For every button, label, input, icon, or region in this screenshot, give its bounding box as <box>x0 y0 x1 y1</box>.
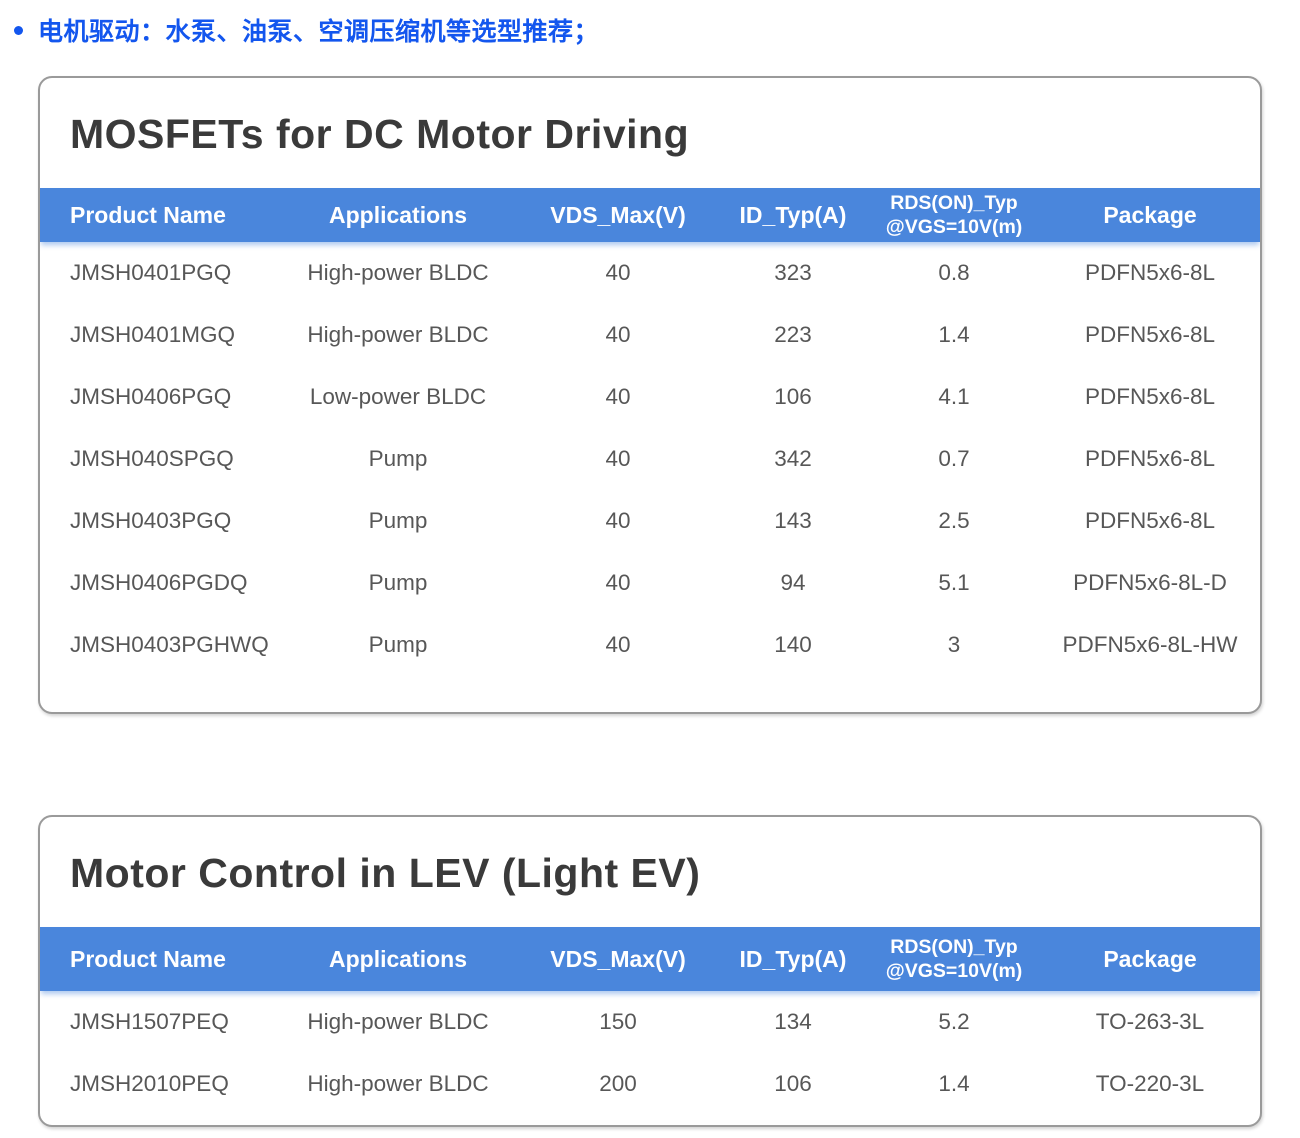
cell-rds-on-typ: 1.4 <box>938 1071 970 1096</box>
cell-product-name: JMSH0401MGQ <box>70 322 236 347</box>
cell-rds-on-typ: 5.1 <box>938 570 970 595</box>
column-header-rds-on-typ: RDS(ON)_Typ @VGS=10V(m) <box>868 935 1040 983</box>
cell-id-typ: 323 <box>774 260 812 285</box>
mosfet-dc-motor-card: MOSFETs for DC Motor Driving Product Nam… <box>38 76 1262 714</box>
table-row: JMSH040SPGQ Pump 40 342 0.7 PDFN5x6-8L <box>40 428 1260 490</box>
cell-id-typ: 106 <box>774 384 812 409</box>
table-row: JMSH0403PGHWQ Pump 40 140 3 PDFN5x6-8L-HW <box>40 614 1260 676</box>
cell-product-name: JMSH0401PGQ <box>70 260 232 285</box>
cell-package: TO-263-3L <box>1095 1009 1205 1034</box>
rds-header-line1: RDS(ON)_Typ <box>890 192 1018 214</box>
cell-package: PDFN5x6-8L-D <box>1073 570 1227 595</box>
rds-header-line2: @VGS=10V(m) <box>885 960 1023 982</box>
column-header-package: Package <box>1103 945 1197 972</box>
cell-product-name: JMSH0406PGDQ <box>70 570 248 595</box>
column-header-product-name: Product Name <box>70 945 226 972</box>
cell-application: High-power BLDC <box>307 1009 489 1034</box>
cell-rds-on-typ: 1.4 <box>938 322 970 347</box>
cell-id-typ: 143 <box>774 508 812 533</box>
cell-vds-max: 40 <box>605 384 631 409</box>
cell-application: High-power BLDC <box>307 260 489 285</box>
cell-rds-on-typ: 5.2 <box>938 1009 970 1034</box>
cell-vds-max: 40 <box>605 632 631 657</box>
cell-application: Low-power BLDC <box>309 384 487 409</box>
table-row: JMSH0401PGQ High-power BLDC 40 323 0.8 PDFN5x… <box>40 242 1260 304</box>
cell-product-name: JMSH040SPGQ <box>70 446 234 471</box>
cell-product-name: JMSH2010PEQ <box>70 1071 229 1096</box>
cell-vds-max: 40 <box>605 570 631 595</box>
cell-vds-max: 150 <box>599 1009 637 1034</box>
bullet-icon <box>14 25 23 35</box>
bullet-heading: 电机驱动：水泵、油泵、空调压缩机等选型推荐； <box>14 12 1300 48</box>
rds-header-line1: RDS(ON)_Typ <box>890 936 1018 958</box>
cell-package: PDFN5x6-8L-HW <box>1062 632 1238 657</box>
table-header-row: Product Name Applications VDS_Max(V) ID_… <box>40 188 1260 242</box>
cell-application: Pump <box>368 570 428 595</box>
column-header-product-name: Product Name <box>70 201 226 228</box>
cell-package: PDFN5x6-8L <box>1084 322 1216 347</box>
table-body: JMSH1507PEQ High-power BLDC 150 134 5.2 TO-26… <box>40 991 1260 1125</box>
cell-rds-on-typ: 0.7 <box>938 446 970 471</box>
cell-vds-max: 40 <box>605 446 631 471</box>
cell-application: High-power BLDC <box>307 322 489 347</box>
table-title: MOSFETs for DC Motor Driving <box>70 111 690 157</box>
cell-application: Pump <box>368 632 428 657</box>
cell-package: PDFN5x6-8L <box>1084 446 1216 471</box>
cell-vds-max: 40 <box>605 260 631 285</box>
cell-package: PDFN5x6-8L <box>1084 384 1216 409</box>
cell-id-typ: 140 <box>774 632 812 657</box>
cell-application: Pump <box>368 446 428 471</box>
cell-id-typ: 342 <box>774 446 812 471</box>
cell-product-name: JMSH0406PGQ <box>70 384 232 409</box>
table-row: JMSH0401MGQ High-power BLDC 40 223 1.4 PDFN5x… <box>40 304 1260 366</box>
table-header-row: Product Name Applications VDS_Max(V) ID_… <box>40 927 1260 991</box>
motor-control-lev-card: Motor Control in LEV (Light EV) Product … <box>38 815 1262 1127</box>
cell-package: PDFN5x6-8L <box>1084 260 1216 285</box>
cell-product-name: JMSH0403PGHWQ <box>70 632 269 657</box>
cell-id-typ: 223 <box>774 322 812 347</box>
cell-package: TO-220-3L <box>1095 1071 1205 1096</box>
column-header-package: Package <box>1103 201 1197 228</box>
table-row: JMSH1507PEQ High-power BLDC 150 134 5.2 TO-26… <box>40 991 1260 1053</box>
cell-vds-max: 40 <box>605 508 631 533</box>
cell-rds-on-typ: 3 <box>947 632 961 657</box>
cell-id-typ: 94 <box>780 570 806 595</box>
cell-application: High-power BLDC <box>307 1071 489 1096</box>
cell-rds-on-typ: 4.1 <box>938 384 970 409</box>
column-header-id-typ: ID_Typ(A) <box>739 945 847 972</box>
column-header-vds-max: VDS_Max(V) <box>550 945 686 972</box>
column-header-rds-on-typ: RDS(ON)_Typ @VGS=10V(m) <box>868 191 1040 239</box>
table-row: JMSH0406PGDQ Pump 40 94 5.1 PDFN5x6-8L-D <box>40 552 1260 614</box>
column-header-id-typ: ID_Typ(A) <box>739 201 847 228</box>
bullet-heading-text: 电机驱动：水泵、油泵、空调压缩机等选型推荐； <box>38 18 600 46</box>
cell-rds-on-typ: 2.5 <box>938 508 970 533</box>
column-header-applications: Applications <box>328 201 467 228</box>
cell-rds-on-typ: 0.8 <box>938 260 970 285</box>
cell-id-typ: 134 <box>774 1009 812 1034</box>
cell-application: Pump <box>368 508 428 533</box>
cell-product-name: JMSH0403PGQ <box>70 508 232 533</box>
column-header-applications: Applications <box>328 945 467 972</box>
table-row: JMSH2010PEQ High-power BLDC 200 106 1.4 TO-22… <box>40 1053 1260 1115</box>
cell-vds-max: 40 <box>605 322 631 347</box>
table-row: JMSH0403PGQ Pump 40 143 2.5 PDFN5x6-8L <box>40 490 1260 552</box>
cell-vds-max: 200 <box>599 1071 637 1096</box>
cell-product-name: JMSH1507PEQ <box>70 1009 229 1034</box>
cell-package: PDFN5x6-8L <box>1084 508 1216 533</box>
cell-id-typ: 106 <box>774 1071 812 1096</box>
rds-header-line2: @VGS=10V(m) <box>885 216 1023 238</box>
table-row: JMSH0406PGQ Low-power BLDC 40 106 4.1 PDFN5x6… <box>40 366 1260 428</box>
table-body: JMSH0401PGQ High-power BLDC 40 323 0.8 PDFN5x… <box>40 242 1260 712</box>
column-header-vds-max: VDS_Max(V) <box>550 201 686 228</box>
table-title: Motor Control in LEV (Light EV) <box>70 850 701 896</box>
